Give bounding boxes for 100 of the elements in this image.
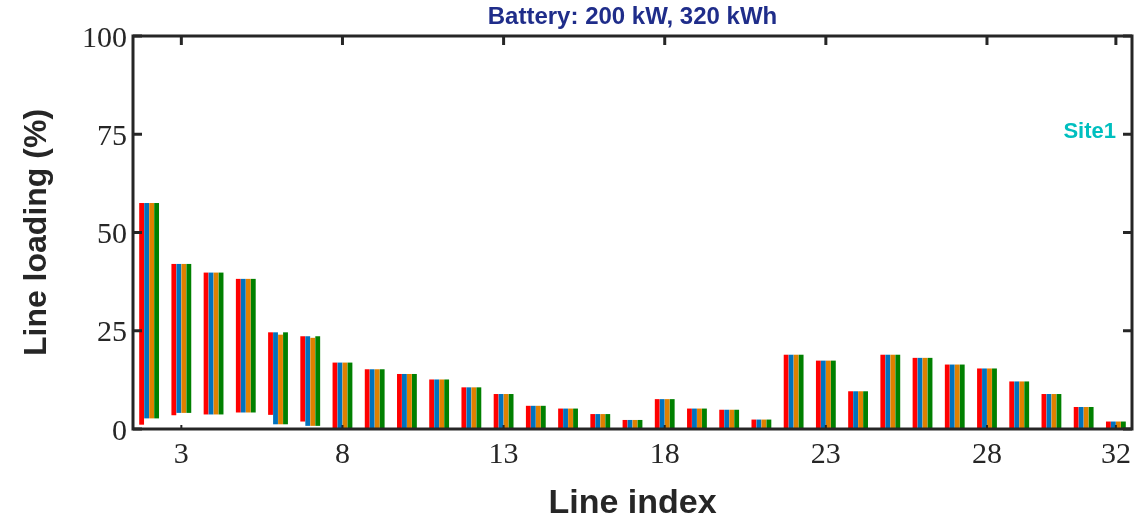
bar — [880, 354, 886, 429]
bar — [278, 334, 283, 425]
bar — [987, 368, 992, 429]
bar — [563, 408, 568, 429]
bar — [959, 364, 965, 429]
bar — [181, 263, 187, 413]
bar — [540, 405, 546, 429]
bar — [568, 408, 573, 429]
bar — [461, 387, 467, 429]
bar — [815, 360, 821, 429]
bar — [498, 394, 504, 429]
x-tick-label: 23 — [810, 436, 841, 469]
bar — [310, 337, 316, 426]
bar — [669, 399, 675, 429]
x-tick-label: 32 — [1100, 436, 1131, 469]
bar — [407, 373, 412, 429]
bar — [412, 373, 417, 429]
bar — [825, 360, 831, 429]
bar — [734, 409, 740, 429]
bar — [798, 354, 804, 429]
bar — [600, 414, 606, 429]
bar — [268, 332, 273, 415]
bar — [719, 409, 725, 429]
bar — [466, 387, 472, 429]
bar — [149, 203, 155, 419]
bar — [895, 354, 901, 429]
bar — [530, 405, 536, 429]
bar — [273, 332, 278, 425]
bar — [154, 203, 160, 419]
bar — [186, 263, 192, 413]
bar — [702, 408, 707, 429]
bar — [283, 332, 288, 425]
bar — [476, 387, 482, 429]
bar — [729, 409, 735, 429]
bar — [171, 263, 177, 416]
bar — [245, 278, 251, 413]
y-tick-label: 100 — [82, 19, 127, 53]
bar — [664, 399, 670, 429]
x-tick-label: 3 — [173, 436, 189, 469]
y-tick-label: 75 — [97, 117, 127, 151]
x-tick-label: 28 — [971, 436, 1002, 469]
y-tick-label: 25 — [97, 314, 127, 348]
bar — [853, 391, 858, 429]
bar — [687, 408, 692, 429]
bar — [144, 203, 150, 419]
bar — [305, 336, 311, 426]
bar — [240, 278, 246, 413]
bar — [434, 379, 440, 429]
x-axis-title: Line index — [548, 482, 717, 520]
bar — [379, 369, 385, 429]
bar — [1078, 406, 1084, 429]
chart-title: Battery: 200 kW, 320 kWh — [487, 2, 778, 29]
bar — [1019, 381, 1025, 429]
bar — [697, 408, 702, 429]
bar — [364, 369, 370, 429]
bar — [982, 368, 987, 429]
bar — [863, 391, 868, 429]
bar — [793, 354, 799, 429]
bar — [315, 336, 321, 426]
bar — [439, 379, 445, 429]
bar — [429, 379, 435, 429]
bar — [503, 394, 509, 429]
bar — [176, 263, 182, 413]
bar — [1024, 381, 1030, 429]
bar — [1009, 381, 1015, 429]
y-tick-label: 0 — [112, 412, 127, 446]
bar — [954, 364, 960, 429]
annotation: Site1 — [1063, 118, 1116, 144]
bar — [605, 414, 611, 429]
bar — [1073, 406, 1079, 429]
bar — [788, 354, 794, 429]
bar — [890, 354, 896, 429]
bar — [659, 399, 665, 429]
bar — [595, 414, 601, 429]
bar — [858, 391, 863, 429]
bar — [369, 369, 375, 429]
bar — [654, 399, 660, 429]
bar — [397, 373, 402, 429]
bar — [508, 394, 514, 429]
bar — [783, 354, 789, 429]
bar — [944, 364, 950, 429]
bar — [1088, 406, 1094, 429]
bar — [558, 408, 563, 429]
y-axis-title: Line loading (%) — [17, 108, 53, 357]
bar — [444, 379, 450, 429]
bar — [235, 278, 241, 413]
bar — [139, 203, 145, 425]
bar — [525, 405, 531, 429]
y-tick-label: 50 — [97, 216, 127, 249]
bar — [692, 408, 697, 429]
bar — [374, 369, 380, 429]
bar — [977, 368, 982, 429]
bar — [992, 368, 997, 429]
bar — [402, 373, 407, 429]
bar — [493, 394, 499, 429]
bar — [885, 354, 891, 429]
x-tick-label: 18 — [649, 436, 680, 469]
bar — [820, 360, 826, 429]
bar — [724, 409, 730, 429]
bar — [949, 364, 955, 429]
